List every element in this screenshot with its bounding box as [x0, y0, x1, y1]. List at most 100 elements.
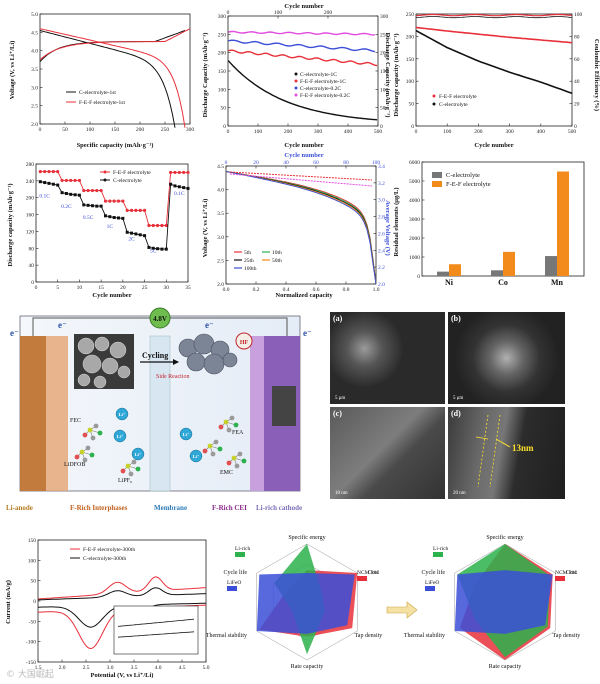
legend-E-4: 100th [244, 266, 257, 272]
rate-label-2: 0.5C [83, 215, 94, 221]
rate-label-6: 0.1C [174, 191, 185, 197]
E-top-label-0: 0 [225, 160, 228, 166]
point-D-1-8 [73, 193, 77, 197]
membrane-label: Membrane [154, 504, 187, 512]
sem-a-letter: (a) [333, 314, 343, 323]
electron-right: e⁻ [205, 320, 214, 330]
panelC-ylabel: Discharge capacity (mAh·g⁻¹) [393, 33, 400, 116]
A-y-label-2: 3.0 [31, 85, 38, 91]
point-D-1-21 [130, 231, 134, 235]
series-E-avg-FEF [229, 171, 373, 181]
D-x-label-4: 20 [120, 285, 126, 291]
residual-elements-chart: Residual elements (μg/L) 0 1000 2000 3000 40… [393, 160, 585, 287]
F-y-label-1: 1000 [409, 255, 420, 261]
series-C-efficiency-FEF [416, 13, 572, 17]
B-top-label-1: 100 [274, 10, 283, 16]
F-category-1: Co [498, 278, 508, 287]
E-y2-label-6: 3.2 [378, 181, 385, 187]
atom-2-2 [135, 466, 141, 472]
B-y2-label-0: 0 [380, 124, 383, 130]
atom-5-3 [202, 448, 208, 454]
radar1-axis-5: Cycle life [224, 569, 248, 576]
point-D-1-0 [38, 180, 42, 184]
G-x-label-0: 1.5 [35, 665, 42, 671]
series-B-C-1C [227, 60, 378, 121]
C-x-label-5: 500 [568, 129, 577, 135]
atom-2-3 [120, 468, 126, 474]
point-D-0-14 [99, 188, 103, 193]
B-y2-label-4: 200 [380, 51, 389, 57]
panelG-ylabel: Current (mA/g) [5, 580, 12, 624]
point-D-1-15 [103, 214, 107, 218]
lipf6-label: LiPF₆ [118, 478, 132, 484]
radar2-legend-swatch-0 [433, 552, 443, 557]
point-D-1-25 [147, 245, 151, 249]
legend-A-1: F-E-F electrolyte-1st [79, 100, 125, 106]
legend-D-1: C-electrolyte [113, 178, 142, 184]
panelG-xlabel: Potential (V, vs Li⁺/Li) [91, 672, 154, 679]
E-y2-label-0: 2.0 [378, 282, 385, 288]
tem-c-letter: (c) [333, 409, 342, 418]
panelD-frame [35, 163, 189, 283]
A-y-label-4: 4.0 [31, 49, 38, 55]
panelG-legend: F-E-F electrolyte-300th C-electrolyte-30… [70, 547, 135, 562]
series-E-4 [225, 170, 377, 285]
hf-label: HF [240, 340, 249, 346]
tem-inset [272, 386, 296, 426]
E-y2-label-1: 2.2 [378, 265, 385, 271]
B-y2-label-6: 300 [380, 14, 389, 20]
A-x-label-2: 100 [86, 127, 95, 133]
point-D-0-34 [186, 170, 190, 175]
G-y-label-6: 150 [28, 538, 37, 544]
E-x-label-4: 0.8 [343, 287, 350, 293]
point-D-1-18 [117, 216, 121, 220]
point-D-1-27 [156, 247, 160, 251]
G-x-label-6: 4.5 [179, 665, 186, 671]
sem-b-letter: (b) [451, 314, 461, 323]
E-x-label-3: 0.6 [313, 287, 320, 293]
G-y-label-3: 0 [33, 599, 36, 605]
atom-1-4 [82, 457, 88, 463]
B-y2-label-5: 250 [380, 32, 389, 38]
D-x-label-1: 5 [56, 285, 59, 291]
legend-B-1: F-E-F electrolyte-1C [300, 79, 346, 85]
radar1-legend-2: LiFeO [227, 580, 241, 586]
G-x-label-2: 2.5 [83, 665, 90, 671]
C-y-label-0: 0 [411, 124, 414, 130]
C-x-label-2: 200 [474, 129, 483, 135]
E-y-label-2: 3.0 [217, 235, 224, 241]
cycled-sphere-5 [222, 352, 238, 368]
li-rich-cathode-label: Li-rich cathode [256, 504, 302, 512]
A-x-label-1: 50 [62, 127, 68, 133]
series-B-FEF-1C [228, 49, 378, 67]
point-D-0-17 [112, 199, 116, 203]
F-y-label-0: 0 [417, 274, 420, 280]
sem-b-scale: 5 μm [453, 396, 464, 401]
inset-sphere-6 [77, 373, 91, 387]
cycling-label: Cycling [142, 351, 168, 360]
point-D-1-17 [112, 216, 116, 220]
panel-residual-elements: Residual elements (μg/L) 0 1000 2000 3000 40… [390, 150, 600, 300]
emc-label: EMC [220, 470, 233, 476]
legend-E-0: 5th [244, 250, 251, 256]
inset-sphere-4 [101, 357, 119, 375]
panelA-ylabel: Voltage (V, vs Li⁺/Li) [9, 41, 16, 100]
panelA-frame [39, 13, 191, 125]
series-G-C-anodic [37, 587, 207, 601]
point-D-0-20 [125, 208, 129, 212]
series-A-C-charge [39, 30, 186, 63]
B-top-label-0: 0 [227, 10, 230, 16]
series-B-C-0.2C [228, 39, 376, 53]
inset-sphere-0 [77, 337, 95, 355]
fea-label: FEA [232, 430, 244, 436]
B-y-label-3: 150 [218, 69, 227, 75]
legend-B-2: C-electrolyte-0.2C [300, 86, 341, 92]
B-y2-label-2: 100 [380, 87, 389, 93]
panelB-legend: C-electrolyte-1C F-E-F electrolyte-1C C-… [294, 72, 350, 99]
rate-label-4: 2C [128, 237, 135, 243]
E-y2-label-2: 2.4 [378, 248, 385, 254]
point-D-0-6 [64, 178, 68, 183]
electron-left: e⁻ [10, 328, 19, 338]
G-x-label-7: 5.0 [203, 665, 210, 671]
atom-4-3 [226, 460, 232, 466]
